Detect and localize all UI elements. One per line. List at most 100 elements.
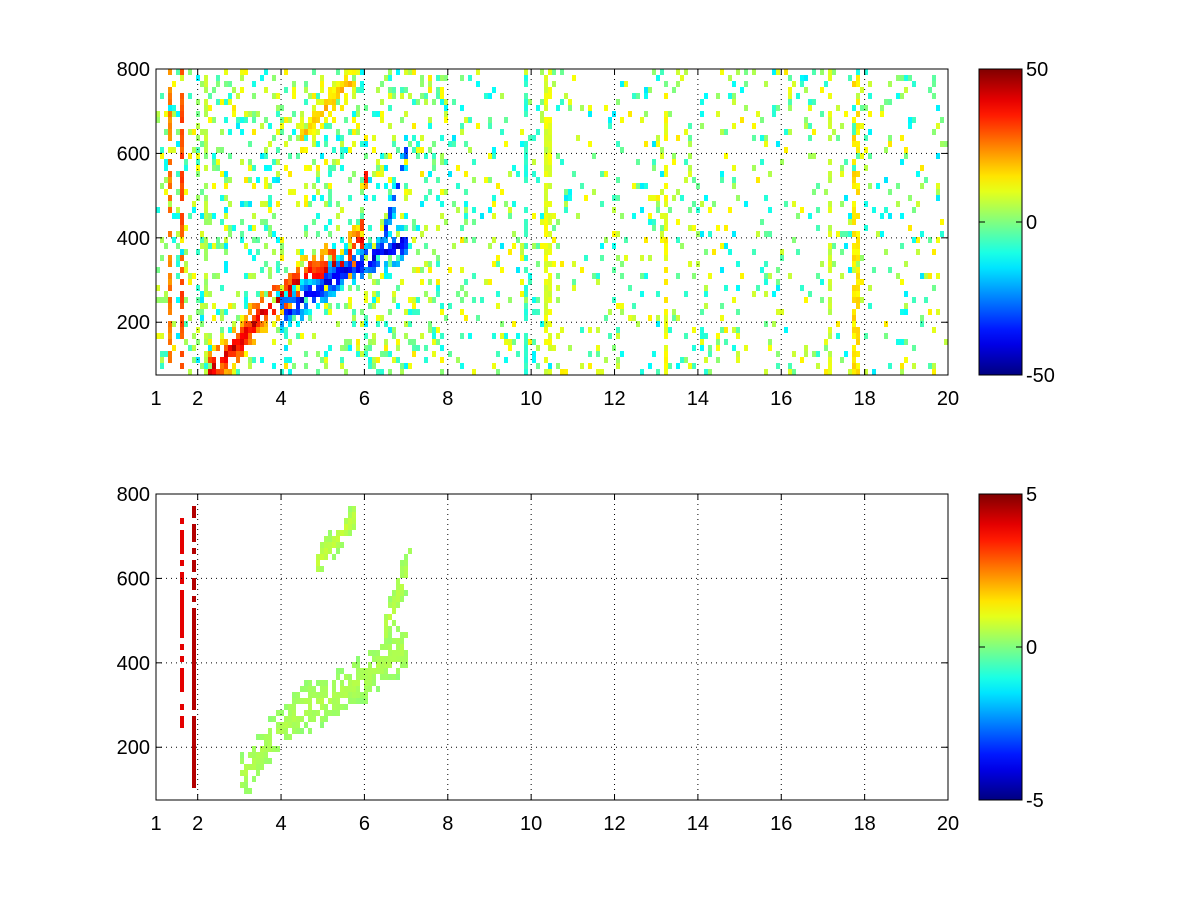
heatmap-cell [316, 554, 320, 560]
heatmap-cell [204, 99, 208, 105]
heatmap-cell [868, 303, 872, 309]
heatmap-cell [228, 351, 232, 357]
heatmap-cell [804, 87, 808, 93]
heatmap-cell [288, 279, 292, 285]
colorbar-tick-label: -50 [1026, 365, 1055, 387]
heatmap-cell [484, 177, 488, 183]
heatmap-cell [664, 267, 668, 273]
heatmap-cell [888, 99, 892, 105]
heatmap-cell [564, 189, 568, 195]
heatmap-cell [852, 351, 856, 357]
heatmap-cell [432, 141, 436, 147]
heatmap-cell [384, 75, 388, 81]
heatmap-cell [156, 285, 160, 291]
heatmap-cell [828, 225, 832, 231]
y-tick-label: 600 [117, 143, 150, 165]
heatmap-cell [808, 291, 812, 297]
heatmap-cell [224, 99, 228, 105]
heatmap-cell [388, 261, 392, 267]
heatmap-cell [440, 309, 444, 315]
heatmap-cell [492, 333, 496, 339]
heatmap-cell [856, 129, 860, 135]
heatmap-cell [896, 75, 900, 81]
heatmap-cell [604, 237, 608, 243]
heatmap-cell [320, 111, 324, 117]
heatmap-cell [412, 225, 416, 231]
heatmap-cell [860, 297, 864, 303]
heatmap-cell [544, 267, 548, 273]
heatmap-cell [340, 345, 344, 351]
heatmap-cell [460, 285, 464, 291]
heatmap-cell [364, 243, 368, 249]
heatmap-cell [268, 716, 272, 722]
heatmap-cell [912, 363, 916, 369]
heatmap-cell [296, 153, 300, 159]
heatmap-cell [420, 267, 424, 273]
heatmap-cell [192, 147, 196, 153]
heatmap-cell [284, 704, 288, 710]
heatmap-cell [296, 267, 300, 273]
heatmap-cell [284, 333, 288, 339]
heatmap-cell [900, 135, 904, 141]
heatmap-cell [568, 345, 572, 351]
heatmap-cell [900, 309, 904, 315]
heatmap-cell [276, 111, 280, 117]
heatmap-cell [596, 351, 600, 357]
heatmap-cell [524, 159, 528, 165]
heatmap-cell [268, 734, 272, 740]
heatmap-cell [828, 333, 832, 339]
heatmap-cell [448, 303, 452, 309]
heatmap-cell [932, 327, 936, 333]
heatmap-cell [352, 117, 356, 123]
heatmap-cell [248, 339, 252, 345]
heatmap-cell [732, 81, 736, 87]
heatmap-cell [180, 213, 184, 219]
heatmap-cell [880, 105, 884, 111]
heatmap-cell [280, 728, 284, 734]
heatmap-cell [428, 123, 432, 129]
heatmap-cell [252, 339, 256, 345]
heatmap-cell [552, 213, 556, 219]
heatmap-cell [352, 141, 356, 147]
heatmap-cell [240, 752, 244, 758]
heatmap-cell [324, 554, 328, 560]
heatmap-cell [396, 590, 400, 596]
heatmap-cell [852, 297, 856, 303]
heatmap-cell [808, 153, 812, 159]
heatmap-cell [260, 267, 264, 273]
heatmap-cell [404, 213, 408, 219]
x-tick-label: 6 [359, 388, 370, 410]
heatmap-cell [220, 219, 224, 225]
heatmap-cell [396, 602, 400, 608]
heatmap-cell [632, 315, 636, 321]
heatmap-cell [532, 297, 536, 303]
heatmap-cell [284, 327, 288, 333]
heatmap-cell [548, 159, 552, 165]
heatmap-cell [824, 81, 828, 87]
heatmap-cell [900, 363, 904, 369]
heatmap-cell [624, 255, 628, 261]
heatmap-cell [556, 105, 560, 111]
heatmap-cell [520, 249, 524, 255]
heatmap-cell [388, 69, 392, 75]
heatmap-cell [340, 680, 344, 686]
heatmap-cell [372, 147, 376, 153]
heatmap-cell [224, 267, 228, 273]
heatmap-cell [392, 602, 396, 608]
heatmap-cell [260, 321, 264, 327]
heatmap-cell [324, 159, 328, 165]
heatmap-cell [720, 267, 724, 273]
heatmap-cell [320, 297, 324, 303]
x-tick-label: 18 [854, 813, 876, 835]
heatmap-cell [304, 351, 308, 357]
heatmap-cell [168, 279, 172, 285]
heatmap-cell [272, 213, 276, 219]
heatmap-cell [304, 267, 308, 273]
heatmap-cell [336, 273, 340, 279]
heatmap-cell [180, 716, 184, 722]
heatmap-cell [220, 315, 224, 321]
heatmap-cell [760, 135, 764, 141]
heatmap-cell [364, 351, 368, 357]
heatmap-cell [180, 141, 184, 147]
heatmap-cell [168, 201, 172, 207]
